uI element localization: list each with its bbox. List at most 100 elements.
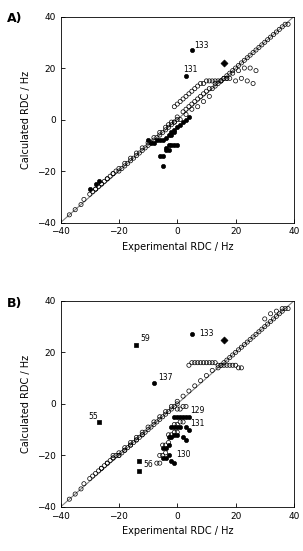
Point (146, 136, 151, 144)
Point (233, 348, 238, 357)
Point (172, 118, 177, 127)
Point (262, 322, 267, 331)
Point (242, 56, 247, 64)
Point (175, 412, 180, 421)
Point (105, 174, 110, 183)
Point (210, 358, 215, 367)
Point (160, 441, 165, 450)
Point (178, 97, 183, 106)
Point (163, 133, 168, 142)
Point (175, 115, 180, 124)
Point (108, 456, 113, 465)
Point (254, 46, 258, 55)
Point (248, 51, 253, 60)
Point (78, 484, 83, 493)
Point (233, 63, 238, 72)
Point (233, 77, 238, 85)
Point (280, 307, 285, 316)
Point (140, 143, 145, 152)
Point (218, 77, 223, 85)
Point (155, 133, 159, 142)
Point (166, 438, 171, 447)
Point (187, 102, 191, 111)
Point (157, 459, 162, 468)
Point (87, 185, 92, 193)
Point (178, 412, 183, 421)
Point (175, 420, 180, 429)
Point (181, 95, 185, 104)
Point (146, 141, 151, 150)
Point (160, 136, 165, 144)
Point (189, 105, 194, 114)
Point (90, 187, 95, 196)
Point (163, 143, 168, 152)
Point (184, 435, 188, 444)
Point (163, 449, 168, 457)
Point (175, 404, 180, 413)
Point (160, 161, 165, 170)
Point (157, 415, 162, 424)
Point (225, 72, 229, 80)
Point (155, 418, 159, 426)
Point (172, 118, 177, 127)
Point (184, 92, 188, 101)
Point (125, 159, 130, 168)
Point (157, 451, 162, 460)
Point (172, 428, 177, 436)
Point (111, 169, 115, 178)
Point (157, 136, 162, 144)
Point (166, 451, 171, 460)
Point (172, 402, 177, 411)
Point (187, 425, 191, 434)
Point (178, 404, 183, 413)
Point (192, 97, 197, 106)
Point (152, 379, 156, 388)
Point (207, 77, 212, 85)
Point (128, 441, 133, 450)
Point (204, 358, 209, 367)
Point (119, 164, 124, 173)
Point (99, 464, 104, 473)
Point (218, 361, 223, 370)
Point (268, 317, 273, 326)
Point (152, 136, 156, 144)
Point (248, 335, 253, 344)
Point (242, 341, 247, 349)
Point (163, 443, 168, 452)
Point (242, 63, 247, 72)
Point (195, 82, 200, 90)
Point (175, 112, 180, 121)
Point (184, 412, 188, 421)
Point (195, 102, 200, 111)
Point (239, 343, 244, 352)
Point (146, 425, 151, 434)
Point (87, 190, 92, 199)
Point (128, 441, 133, 450)
Point (122, 159, 127, 168)
Point (192, 84, 197, 93)
Point (166, 120, 171, 129)
Point (230, 361, 235, 370)
Point (213, 77, 218, 85)
Point (116, 451, 121, 460)
Point (137, 149, 142, 158)
Point (105, 174, 110, 183)
Point (181, 402, 185, 411)
Point (163, 146, 168, 155)
Point (221, 358, 226, 367)
Point (169, 118, 174, 127)
Point (283, 304, 288, 313)
Point (105, 459, 110, 468)
X-axis label: Experimental RDC / Hz: Experimental RDC / Hz (122, 242, 233, 252)
Point (99, 180, 104, 188)
Point (172, 102, 177, 111)
Point (169, 402, 174, 411)
Point (143, 428, 148, 436)
Point (73, 490, 78, 499)
Point (166, 430, 171, 439)
Point (201, 358, 206, 367)
Point (207, 92, 212, 101)
Point (166, 441, 171, 450)
Text: B): B) (7, 297, 22, 310)
Point (225, 361, 229, 370)
